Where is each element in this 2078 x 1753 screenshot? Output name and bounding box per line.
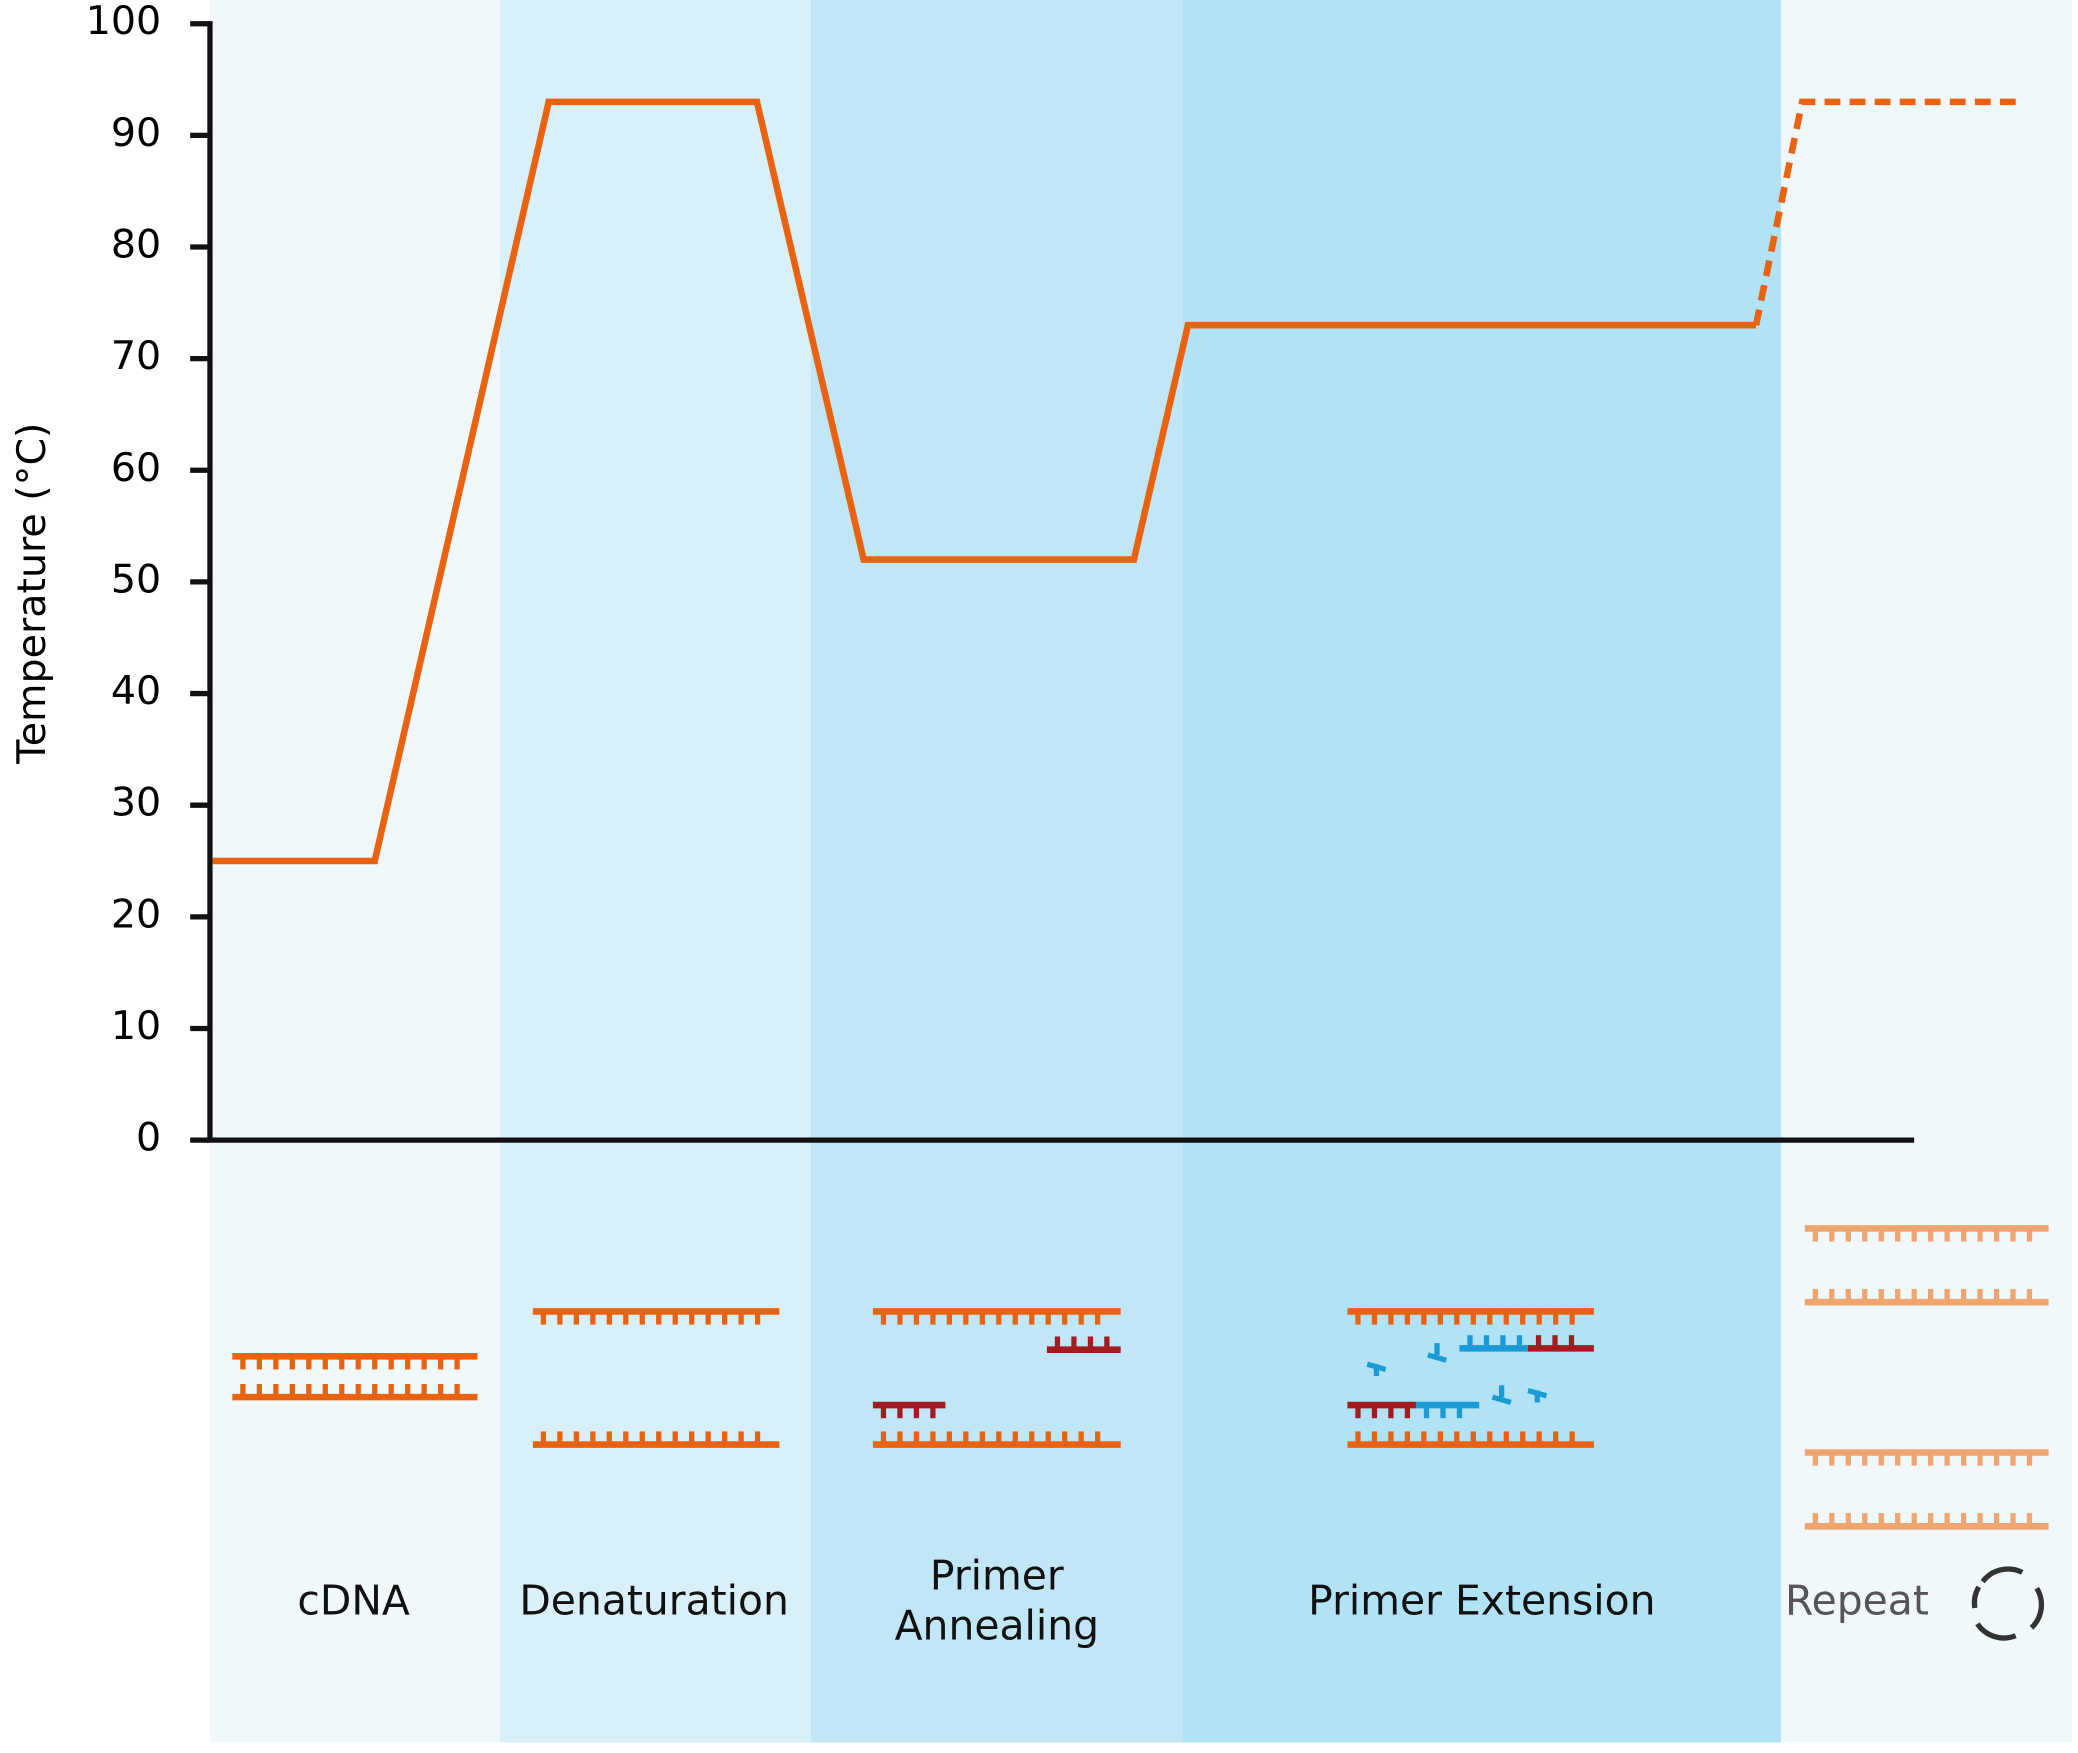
phase-label-box: Repeat xyxy=(1785,1577,1929,1626)
y-tick-label: 10 xyxy=(111,1003,161,1049)
phase-label-box: Denaturation xyxy=(519,1577,789,1626)
phase-band xyxy=(810,0,1183,1743)
plot: 0 10 20 30 40 50 60 70 80 90 100 xyxy=(86,0,2016,1161)
y-axis-label: Temperature (°C) xyxy=(9,423,55,765)
phase-label: Denaturation xyxy=(519,1577,789,1626)
phase-label: Primer Annealing xyxy=(894,1552,1100,1651)
y-tick-label: 70 xyxy=(111,333,161,379)
nucleotide xyxy=(1427,1352,1448,1363)
arrow-arc xyxy=(1980,1566,2024,1584)
temperature-line xyxy=(212,98,1757,865)
y-tick-label: 100 xyxy=(86,0,161,44)
nucleotide xyxy=(1491,1394,1512,1405)
phase-label: Repeat xyxy=(1785,1577,1929,1626)
phase-band xyxy=(1781,0,2073,1743)
y-tick-label: 90 xyxy=(111,110,161,156)
temperature-line xyxy=(1752,98,2016,326)
y-tick-label: 40 xyxy=(111,668,161,714)
arrow-arc xyxy=(2029,1586,2045,1630)
phase-label-box: Primer Extension xyxy=(1308,1577,1656,1626)
phase-band xyxy=(1182,0,1782,1743)
phase-label: cDNA xyxy=(297,1577,410,1626)
dna-illustrations xyxy=(232,1225,2049,1530)
phase-label: Primer Extension xyxy=(1308,1577,1656,1626)
phase-band xyxy=(499,0,811,1743)
y-tick-label: 60 xyxy=(111,445,161,491)
arrow-arc xyxy=(1975,1622,2017,1641)
y-tick-label: 30 xyxy=(111,780,161,826)
phase-band xyxy=(209,0,500,1743)
phase-label-box: cDNA xyxy=(297,1577,410,1626)
phase-label-box: Primer Annealing xyxy=(894,1552,1100,1651)
y-tick-label: 50 xyxy=(111,556,161,602)
y-tick-label: 0 xyxy=(136,1115,161,1161)
arrow-arc xyxy=(1971,1585,1982,1609)
y-tick-label: 80 xyxy=(111,222,161,268)
y-tick-label: 20 xyxy=(111,891,161,937)
repeat-icon xyxy=(1971,1566,2045,1641)
phase-bands xyxy=(209,0,2073,1743)
